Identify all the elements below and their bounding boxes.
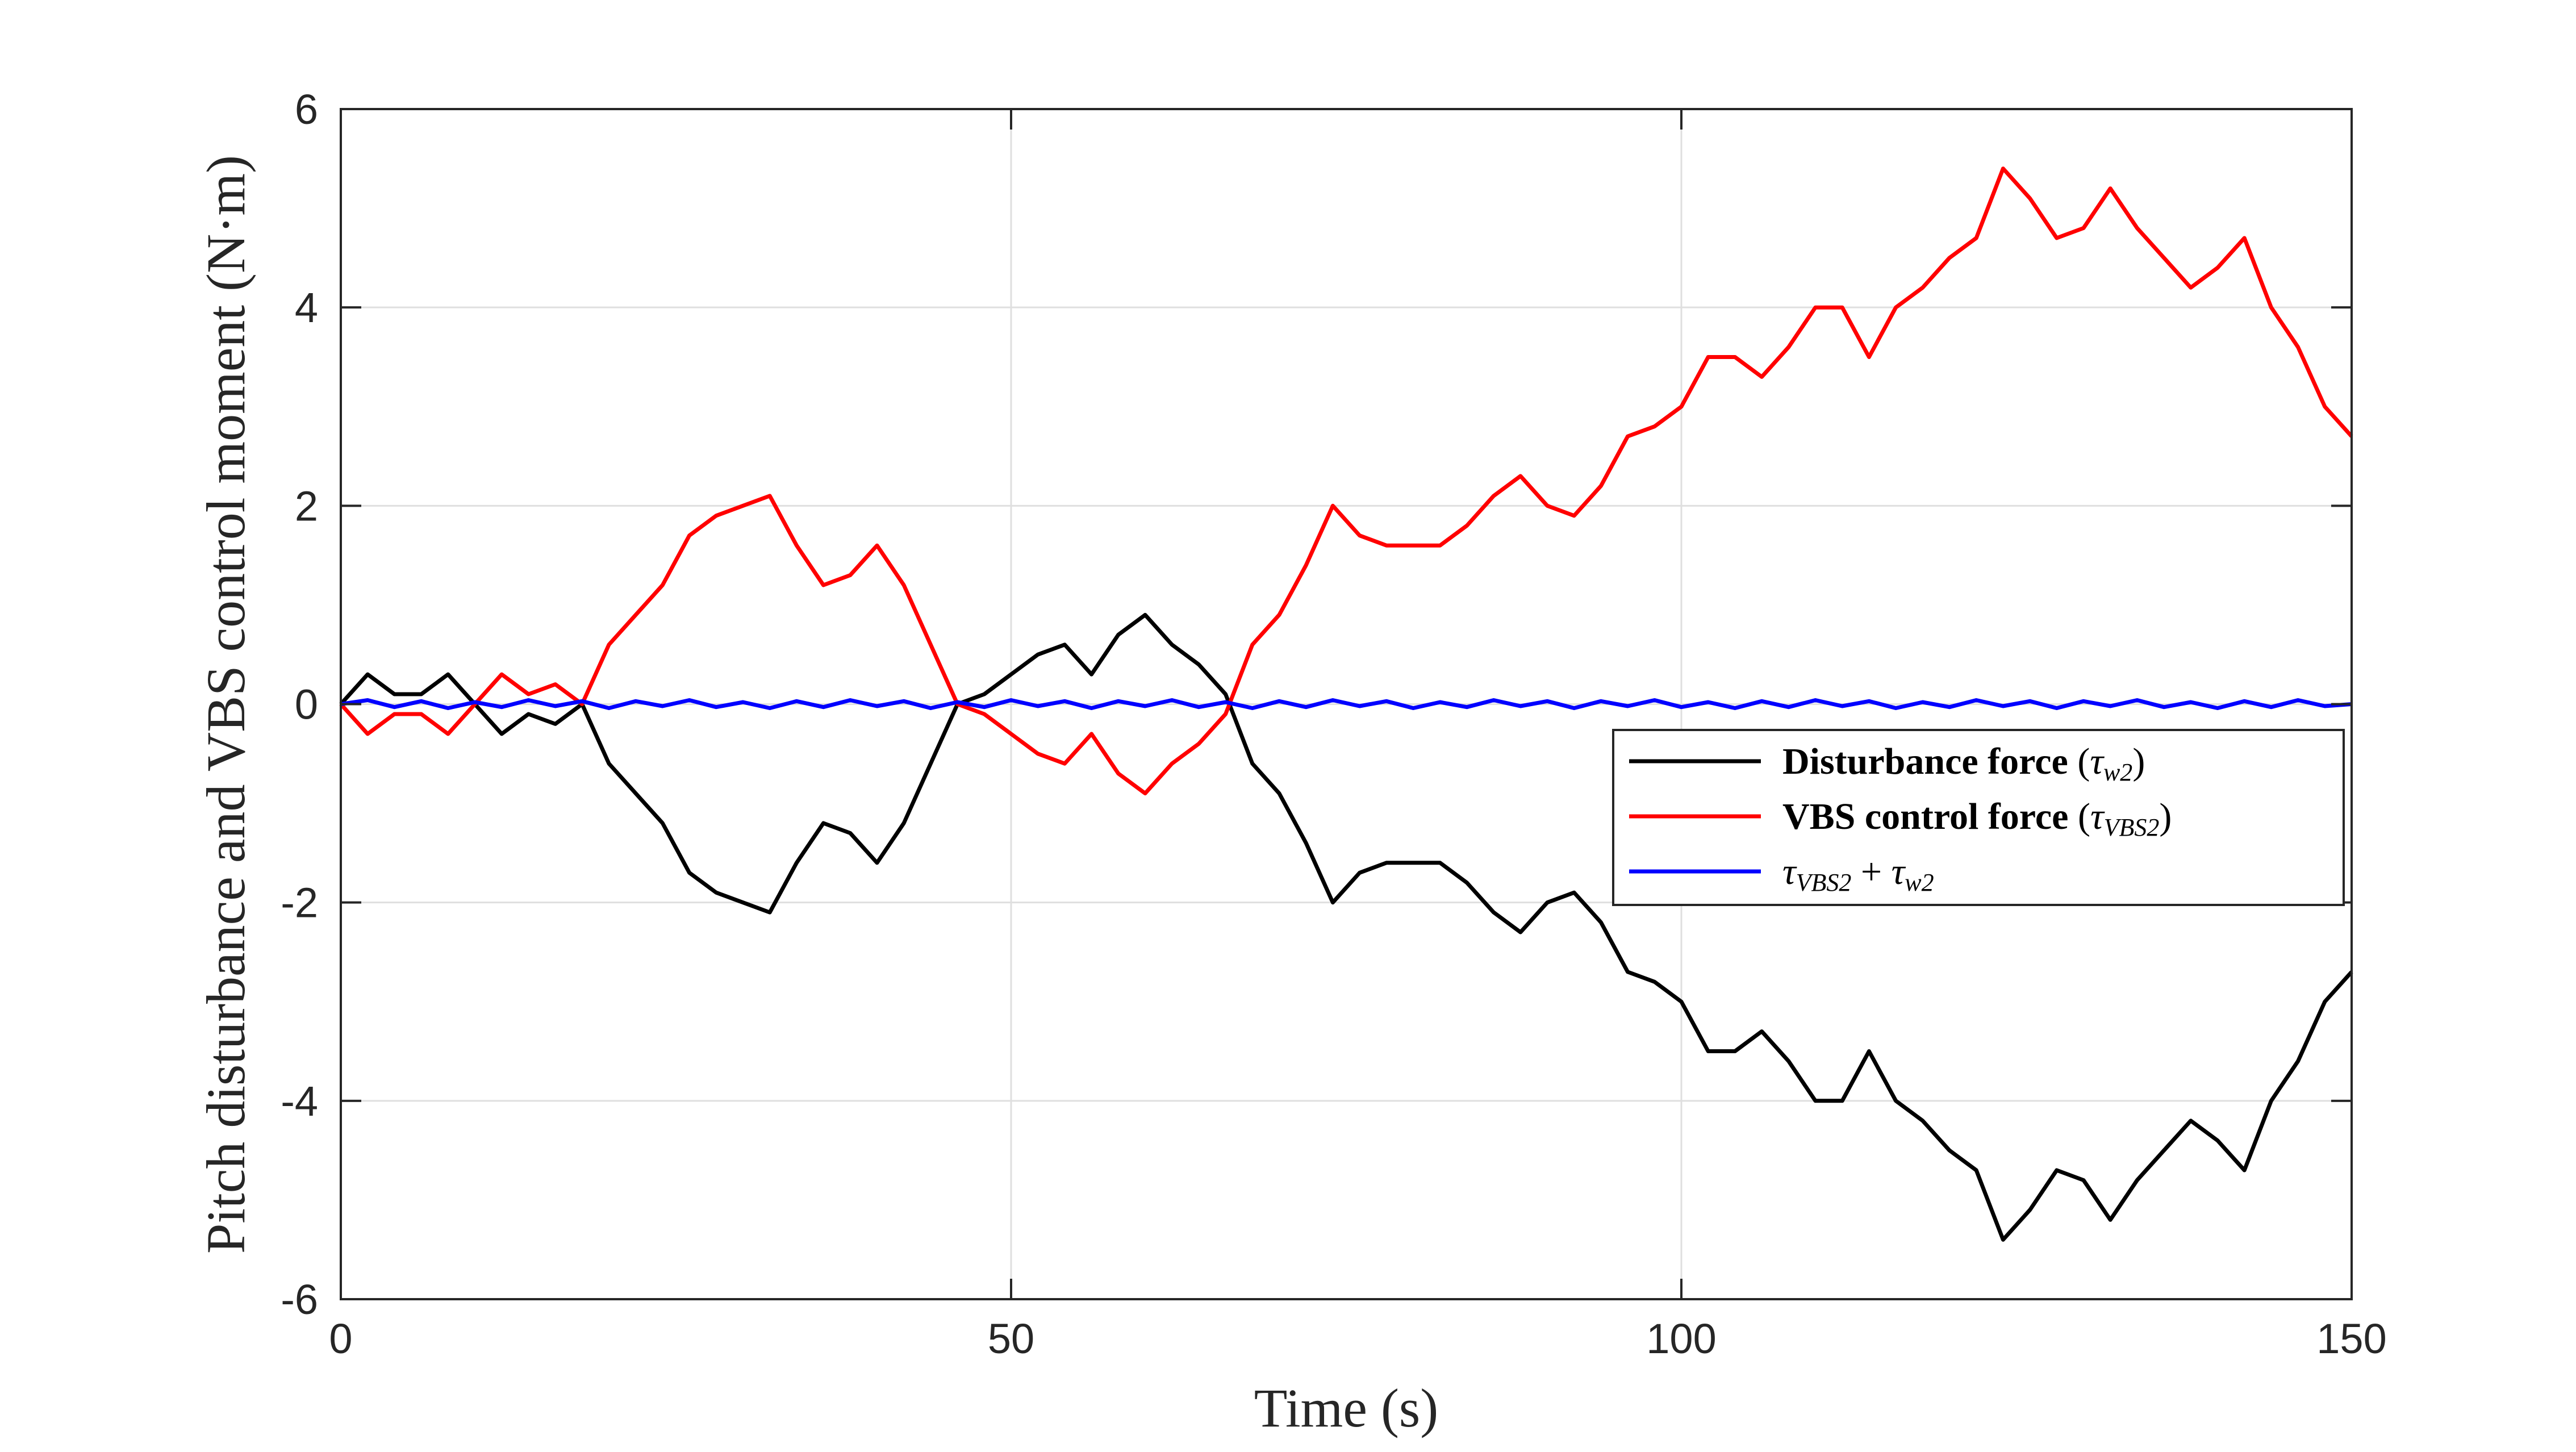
series-sum-line: [340, 698, 2352, 710]
x-axis-label: Time (s): [1254, 1378, 1439, 1438]
legend-label-vbs: VBS control force (τVBS2): [1782, 796, 2172, 841]
legend-label-disturbance: Disturbance force (τw2): [1782, 741, 2145, 786]
y-tick-label: 6: [295, 86, 318, 133]
ticks: [340, 108, 2353, 1300]
legend-label-sum: τVBS2 + τw2: [1782, 851, 1934, 896]
y-axis-label: Pitch disturbance and VBS control moment…: [195, 155, 256, 1254]
series-vbs-line: [339, 166, 2353, 796]
y-tick-label: -2: [281, 879, 318, 927]
y-tick-label: 2: [295, 482, 318, 529]
y-tick-label: -6: [281, 1276, 318, 1323]
y-tick-label: 4: [295, 284, 318, 331]
series-group: [339, 166, 2353, 1242]
x-tick-label: 0: [329, 1315, 352, 1362]
tick-labels: 0 50 100 150 6 4 2 0 -2 -4 -6: [281, 86, 2387, 1362]
y-tick-label: -4: [281, 1078, 318, 1125]
y-tick-label: 0: [295, 681, 318, 728]
x-tick-label: 100: [1646, 1315, 1716, 1362]
series-disturbance-line: [339, 612, 2353, 1242]
x-tick-label: 50: [988, 1315, 1034, 1362]
legend: Disturbance force (τw2) VBS control forc…: [1612, 729, 2345, 906]
x-tick-label: 150: [2316, 1315, 2386, 1362]
